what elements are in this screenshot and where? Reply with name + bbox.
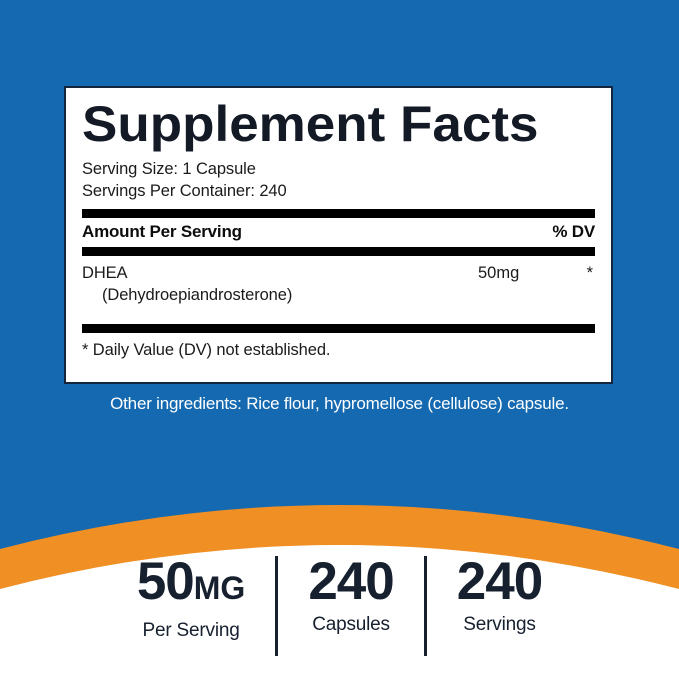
nutrient-daily-value: * — [586, 264, 593, 282]
stat-servings: 240 Servings — [427, 552, 572, 636]
amount-per-serving-label: Amount Per Serving — [82, 222, 242, 241]
stat-dose: 50MG Per Serving — [107, 552, 276, 642]
stat-capsules-label: Capsules — [312, 614, 390, 635]
servings-per-container-text: Servings Per Container: 240 — [82, 182, 287, 200]
stat-dose-unit: MG — [193, 570, 246, 606]
bottom-stats-strip: 50MG Per Serving 240 Capsules 240 Servin… — [0, 552, 679, 662]
daily-value-footnote: * Daily Value (DV) not established. — [82, 341, 331, 359]
page-title: Supplement Facts — [82, 96, 539, 152]
stat-capsules: 240 Capsules — [278, 552, 423, 636]
orange-curve-band — [0, 430, 679, 679]
white-bottom-shape — [0, 545, 679, 679]
nutrient-amount: 50mg — [478, 264, 520, 282]
rule-thick-middle — [82, 247, 595, 256]
stat-divider-1 — [275, 556, 279, 656]
percent-dv-label: % DV — [552, 222, 595, 241]
stat-servings-value: 240 — [456, 552, 543, 611]
table-row: DHEA (Dehydroepiandrosterone) 50mg * — [82, 256, 595, 324]
stat-capsules-value: 240 — [308, 552, 394, 611]
other-ingredients-text: Other ingredients: Rice flour, hypromell… — [110, 394, 569, 413]
stat-dose-value: 50MG — [137, 552, 246, 618]
supplement-facts-panel: Supplement Facts Serving Size: 1 Capsule… — [64, 86, 613, 384]
rule-thick-bottom — [82, 324, 595, 333]
serving-size-text: Serving Size: 1 Capsule — [82, 160, 256, 178]
table-header-row: Amount Per Serving % DV — [82, 218, 595, 247]
stat-dose-number: 50 — [136, 552, 195, 611]
stat-divider-2 — [423, 556, 427, 656]
stat-servings-label: Servings — [463, 614, 536, 635]
nutrient-subname: (Dehydroepiandrosterone) — [102, 286, 293, 304]
nutrient-name: DHEA — [82, 264, 128, 282]
stat-dose-label: Per Serving — [142, 620, 240, 641]
rule-thick-top — [82, 209, 595, 218]
